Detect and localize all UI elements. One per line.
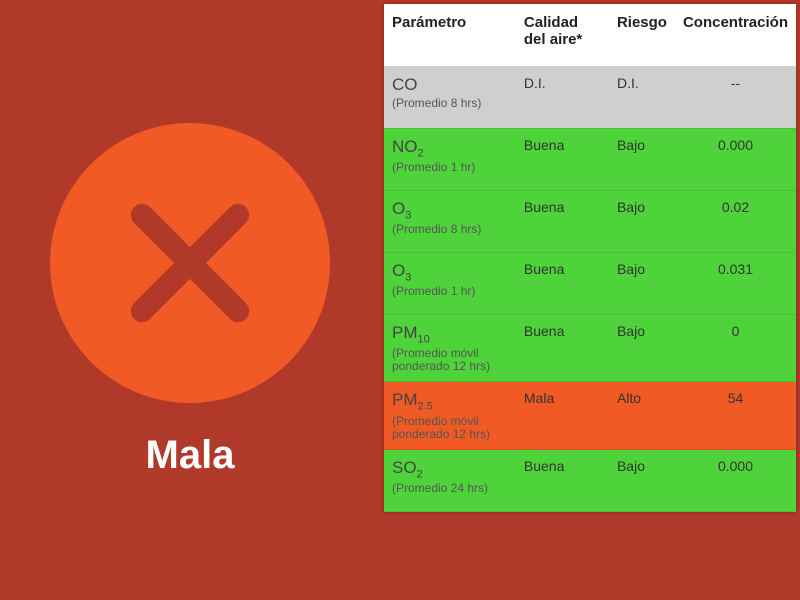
air-quality-panel: Parámetro Calidad del aire* Riesgo Conce… xyxy=(380,0,800,600)
param-subtitle: (Promedio móvil ponderado 12 hrs) xyxy=(392,415,508,441)
table-row: CO(Promedio 8 hrs)D.I.D.I.-- xyxy=(384,66,796,128)
cell-calidad: Buena xyxy=(516,252,609,314)
cell-calidad: Buena xyxy=(516,128,609,190)
header-concentracion: Concentración xyxy=(675,4,796,66)
air-quality-table: Parámetro Calidad del aire* Riesgo Conce… xyxy=(384,4,796,512)
header-parametro: Parámetro xyxy=(384,4,516,66)
param-name: CO xyxy=(392,75,418,94)
table-row: PM2.5 (Promedio móvil ponderado 12 hrs) Ma… xyxy=(384,382,796,450)
x-icon xyxy=(110,183,270,343)
table-row: PM10 (Promedio móvil ponderado 12 hrs) Bue… xyxy=(384,314,796,382)
cell-parametro: O3 (Promedio 8 hrs) xyxy=(384,190,516,252)
cell-concentracion: 0.000 xyxy=(675,450,796,512)
cell-calidad: Buena xyxy=(516,450,609,512)
cell-concentracion: 0.02 xyxy=(675,190,796,252)
table-row: O3 (Promedio 1 hr) BuenaBajo0.031 xyxy=(384,252,796,314)
status-circle xyxy=(50,123,330,403)
param-subtitle: (Promedio 8 hrs) xyxy=(392,223,508,236)
cell-riesgo: Bajo xyxy=(609,450,675,512)
cell-calidad: Buena xyxy=(516,190,609,252)
param-subtitle: (Promedio 8 hrs) xyxy=(392,97,508,110)
cell-calidad: Buena xyxy=(516,314,609,382)
cell-concentracion: 0 xyxy=(675,314,796,382)
param-name: PM10 xyxy=(392,323,430,342)
param-subtitle: (Promedio 1 hr) xyxy=(392,285,508,298)
param-subtitle: (Promedio 24 hrs) xyxy=(392,482,508,495)
param-subtitle: (Promedio 1 hr) xyxy=(392,161,508,174)
cell-riesgo: Alto xyxy=(609,382,675,450)
table-row: NO2 (Promedio 1 hr) BuenaBajo0.000 xyxy=(384,128,796,190)
param-name: NO2 xyxy=(392,137,424,156)
cell-riesgo: Bajo xyxy=(609,252,675,314)
cell-calidad: Mala xyxy=(516,382,609,450)
cell-concentracion: 0.031 xyxy=(675,252,796,314)
table-row: O3 (Promedio 8 hrs) BuenaBajo0.02 xyxy=(384,190,796,252)
param-name: O3 xyxy=(392,199,411,218)
table-row: SO2 (Promedio 24 hrs) BuenaBajo0.000 xyxy=(384,450,796,512)
cell-riesgo: D.I. xyxy=(609,66,675,128)
header-calidad: Calidad del aire* xyxy=(516,4,609,66)
cell-parametro: PM2.5 (Promedio móvil ponderado 12 hrs) xyxy=(384,382,516,450)
cell-riesgo: Bajo xyxy=(609,128,675,190)
cell-concentracion: -- xyxy=(675,66,796,128)
param-subtitle: (Promedio móvil ponderado 12 hrs) xyxy=(392,347,508,373)
cell-calidad: D.I. xyxy=(516,66,609,128)
param-name: PM2.5 xyxy=(392,390,433,409)
table-header-row: Parámetro Calidad del aire* Riesgo Conce… xyxy=(384,4,796,66)
cell-riesgo: Bajo xyxy=(609,190,675,252)
param-name: O3 xyxy=(392,261,411,280)
cell-parametro: NO2 (Promedio 1 hr) xyxy=(384,128,516,190)
status-label: Mala xyxy=(146,433,235,478)
cell-parametro: PM10 (Promedio móvil ponderado 12 hrs) xyxy=(384,314,516,382)
cell-riesgo: Bajo xyxy=(609,314,675,382)
cell-parametro: CO (Promedio 8 hrs) xyxy=(384,66,516,128)
cell-concentracion: 0.000 xyxy=(675,128,796,190)
cell-parametro: SO2 (Promedio 24 hrs) xyxy=(384,450,516,512)
status-panel: Mala xyxy=(0,0,380,600)
cell-parametro: O3 (Promedio 1 hr) xyxy=(384,252,516,314)
header-riesgo: Riesgo xyxy=(609,4,675,66)
cell-concentracion: 54 xyxy=(675,382,796,450)
param-name: SO2 xyxy=(392,458,423,477)
